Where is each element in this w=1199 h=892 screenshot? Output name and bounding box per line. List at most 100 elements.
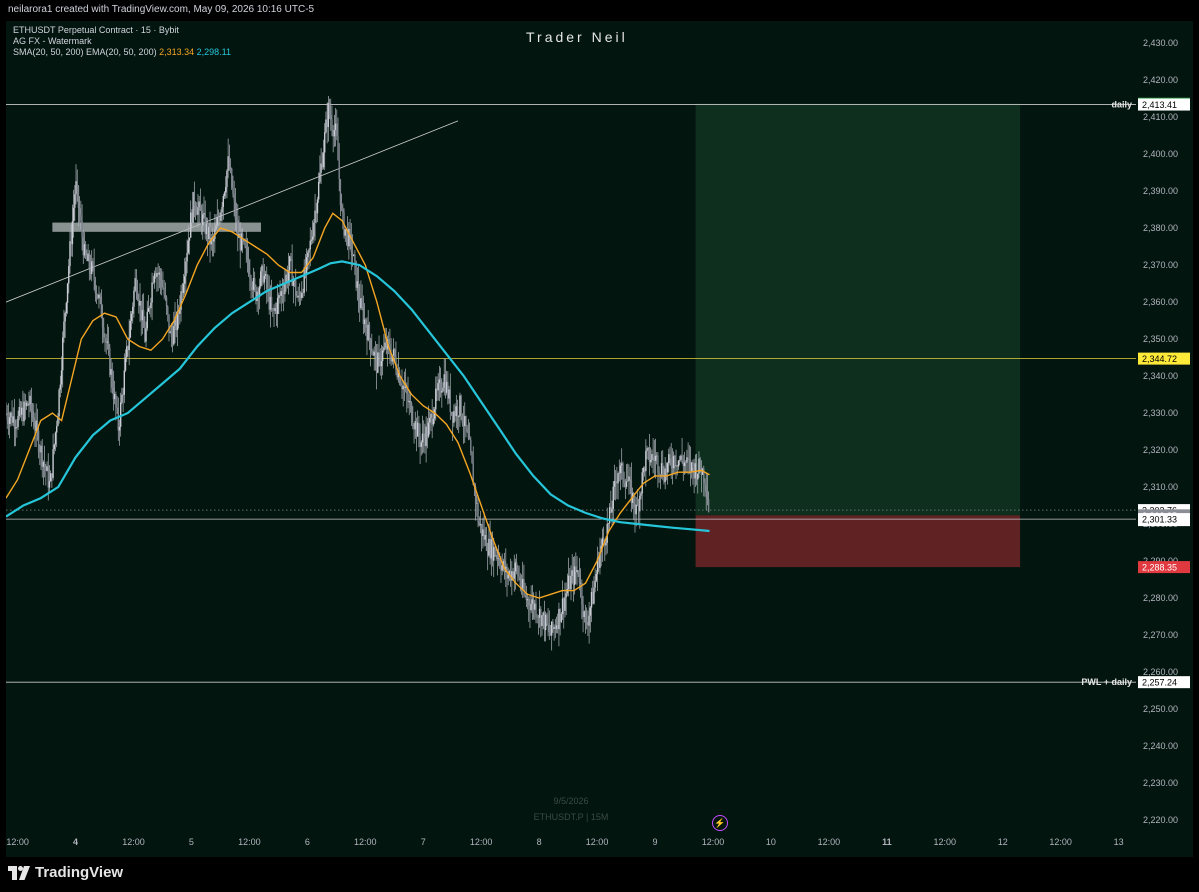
candle-body-356 <box>435 388 437 410</box>
candle-body-405 <box>494 547 496 556</box>
candle-body-523 <box>636 504 639 506</box>
candle-body-288 <box>352 254 355 256</box>
candle-body-299 <box>366 327 368 341</box>
candle-body-242 <box>297 295 299 298</box>
candle-body-85 <box>107 341 110 348</box>
y-tick-label-12: 2,340.00 <box>1143 371 1178 381</box>
candle-body-243 <box>298 295 301 297</box>
candle-body-143 <box>177 311 180 314</box>
candle-body-339 <box>414 420 416 430</box>
chart-canvas[interactable]: daily PWL + daily 2,220.00 2,230.00 2,240.00… <box>6 21 1193 857</box>
candle-body-105 <box>132 306 134 314</box>
candle-body-411 <box>501 564 503 571</box>
candle-body-122 <box>152 282 154 284</box>
candle-body-565 <box>687 457 689 460</box>
candle-body-241 <box>296 296 298 298</box>
candle-body-503 <box>612 486 614 509</box>
candle-body-265 <box>325 119 327 133</box>
candle-body-163 <box>202 214 204 226</box>
indicator-legend-ma[interactable]: SMA(20, 50, 200) EMA(20, 50, 200) 2,313.… <box>13 47 231 57</box>
candle-body-312 <box>381 350 384 362</box>
candle-body-26 <box>36 420 39 431</box>
chart-panel[interactable]: daily PWL + daily 2,220.00 2,230.00 2,240.00… <box>6 21 1193 857</box>
y-tick-label-20: 2,420.00 <box>1143 75 1178 85</box>
candle-body-212 <box>261 265 263 272</box>
candle-body-320 <box>391 355 394 362</box>
candle-body-433 <box>528 599 530 606</box>
candle-body-422 <box>514 562 517 572</box>
candle-body-499 <box>607 523 610 524</box>
candle-body-166 <box>205 223 208 234</box>
resistance-box <box>52 222 261 232</box>
candle-body-111 <box>139 300 141 306</box>
candle-body-270 <box>331 119 333 130</box>
candle-body-486 <box>592 592 594 604</box>
candle-body-340 <box>415 420 418 437</box>
candle-body-142 <box>176 311 179 331</box>
candle-body-517 <box>629 476 631 480</box>
candle-body-16 <box>24 401 27 406</box>
candle-body-360 <box>439 379 442 393</box>
candle-body-576 <box>700 469 703 475</box>
candle-body-107 <box>134 278 136 291</box>
candle-body-413 <box>503 561 506 573</box>
candle-body-294 <box>360 298 362 309</box>
candle-body-371 <box>453 411 455 423</box>
candle-body-218 <box>268 289 270 310</box>
candle-body-467 <box>569 575 571 590</box>
candle-body-420 <box>512 571 514 579</box>
lightning-icon[interactable]: ⚡ <box>712 815 728 831</box>
candle-body-10 <box>17 415 19 427</box>
candle-body-427 <box>520 585 523 589</box>
candle-body-78 <box>99 294 101 297</box>
candle-body-408 <box>497 558 500 559</box>
tradingview-brand: TradingView <box>35 864 124 881</box>
x-tick-label-3: 5 <box>189 837 194 847</box>
candle-body-2 <box>7 419 10 424</box>
candle-body-458 <box>558 608 560 630</box>
candle-body-509 <box>619 465 622 474</box>
candle-body-567 <box>689 459 692 472</box>
candle-body-532 <box>647 447 649 449</box>
candle-body-29 <box>40 445 42 453</box>
candle-body-432 <box>526 599 529 601</box>
x-tick-label-8: 12:00 <box>470 837 493 847</box>
candle-body-468 <box>570 575 572 590</box>
symbol-legend[interactable]: ETHUSDT Perpetual Contract · 15 · Bybit <box>13 25 179 35</box>
candle-body-47 <box>62 337 64 371</box>
candle-body-239 <box>293 280 296 282</box>
candle-body-115 <box>144 327 146 342</box>
candle-body-264 <box>324 132 326 153</box>
level-tag-3: 2,257.24 <box>1142 678 1177 688</box>
candle-body-18 <box>27 402 29 406</box>
footer-bar: TradingView <box>0 857 1199 892</box>
y-tick-label-6: 2,280.00 <box>1143 593 1178 603</box>
candle-body-12 <box>19 406 22 415</box>
candle-body-202 <box>249 273 251 279</box>
x-tick-label-12: 12:00 <box>702 837 725 847</box>
candle-body-3 <box>8 417 11 424</box>
candle-body-43 <box>57 416 59 427</box>
candle-body-564 <box>686 457 688 463</box>
candle-body-471 <box>573 566 576 585</box>
candle-body-536 <box>652 454 654 458</box>
candle-body-62 <box>80 215 82 221</box>
y-tick-label-1: 2,230.00 <box>1143 778 1178 788</box>
candle-body-81 <box>103 327 105 338</box>
x-tick-label-6: 12:00 <box>354 837 377 847</box>
y-tick-label-4: 2,260.00 <box>1143 667 1178 677</box>
candle-body-454 <box>553 627 555 630</box>
candle-body-222 <box>273 310 275 312</box>
candle-body-537 <box>653 457 656 461</box>
tradingview-logo[interactable]: TradingView <box>8 864 123 881</box>
candle-body-366 <box>447 381 449 399</box>
indicator-legend-watermark[interactable]: AG FX - Watermark <box>13 36 92 46</box>
candle-body-385 <box>470 439 472 453</box>
price-axis-bg <box>1136 21 1193 831</box>
candle-body-441 <box>537 617 540 618</box>
candle-body-347 <box>424 437 426 447</box>
candle-body-472 <box>575 566 577 572</box>
candle-body-145 <box>180 291 182 310</box>
candle-body-167 <box>206 223 209 240</box>
candle-body-461 <box>561 598 564 614</box>
